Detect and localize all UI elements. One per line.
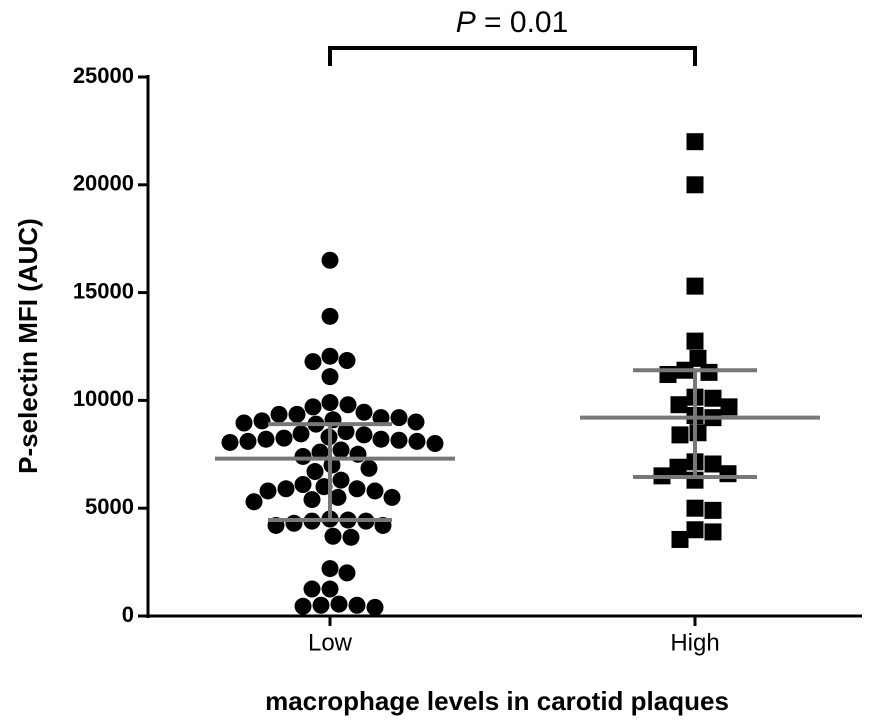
data-point (686, 176, 704, 194)
data-point (686, 133, 704, 151)
data-point (330, 595, 348, 613)
y-tick-label: 25000 (73, 63, 134, 88)
data-point (321, 394, 339, 412)
data-point (332, 471, 350, 489)
data-point (294, 475, 312, 493)
data-point (257, 430, 275, 448)
data-point (285, 514, 303, 532)
data-point (686, 332, 704, 350)
data-point (704, 455, 722, 473)
data-point (304, 353, 322, 371)
data-point (311, 443, 329, 461)
y-axis-title: P-selectin MFI (AUC) (13, 218, 43, 474)
data-point (321, 580, 339, 598)
data-point (408, 432, 426, 450)
data-point (294, 597, 312, 615)
data-point (306, 463, 324, 481)
y-tick-label: 20000 (73, 171, 134, 196)
data-point (686, 499, 704, 517)
data-point (338, 564, 356, 582)
p-annotation: P = 0.01 (456, 6, 569, 39)
data-point (304, 398, 322, 416)
data-point (303, 580, 321, 598)
x-tick-label: High (670, 629, 719, 656)
data-point (338, 352, 356, 370)
data-point (372, 409, 390, 427)
y-tick-label: 10000 (73, 386, 134, 411)
data-point (390, 431, 408, 449)
p-value: = 0.01 (484, 6, 568, 39)
data-point (372, 430, 390, 448)
data-point (671, 530, 689, 548)
data-point (235, 414, 253, 432)
data-point (348, 596, 366, 614)
data-point (360, 459, 378, 477)
data-point (719, 465, 737, 483)
data-point (239, 432, 257, 450)
data-point (312, 596, 330, 614)
data-point (383, 488, 401, 506)
y-tick-label: 15000 (73, 278, 134, 303)
x-tick-label: Low (308, 629, 353, 656)
data-point (321, 347, 339, 365)
data-point (270, 405, 288, 423)
significance-bracket (328, 46, 697, 66)
data-point (355, 403, 373, 421)
data-point (288, 405, 306, 423)
data-point (253, 412, 271, 430)
data-point (221, 433, 239, 451)
data-point (321, 307, 339, 325)
data-point (426, 435, 444, 453)
data-point (366, 482, 384, 500)
p-symbol: P (456, 6, 476, 39)
data-point (704, 389, 722, 407)
data-point (686, 521, 704, 539)
data-point (366, 598, 384, 616)
data-point (700, 363, 718, 381)
data-point (339, 396, 357, 414)
data-point (390, 409, 408, 427)
data-point (337, 423, 355, 441)
data-point (275, 429, 293, 447)
data-point (329, 488, 347, 506)
data-point (321, 368, 339, 386)
data-point (321, 560, 339, 578)
data-point (689, 424, 707, 442)
data-point (321, 251, 339, 269)
x-axis-title: macrophage levels in carotid plaques (265, 686, 729, 716)
data-point (342, 528, 360, 546)
data-point (324, 527, 342, 545)
y-tick-label: 0 (122, 602, 134, 627)
data-point (332, 441, 350, 459)
data-point (686, 277, 704, 295)
y-tick-label: 5000 (85, 494, 134, 519)
data-point (245, 493, 263, 511)
data-point (355, 426, 373, 444)
data-point (704, 501, 722, 519)
data-point (689, 349, 707, 367)
data-point (669, 458, 687, 476)
data-point (671, 426, 689, 444)
data-point (292, 425, 310, 443)
data-point (294, 447, 312, 465)
data-point (259, 482, 277, 500)
data-point (670, 396, 688, 414)
data-point (720, 398, 738, 416)
data-point (407, 413, 425, 431)
data-point (303, 491, 321, 509)
data-point (277, 480, 295, 498)
data-point (704, 523, 722, 541)
data-point (348, 480, 366, 498)
